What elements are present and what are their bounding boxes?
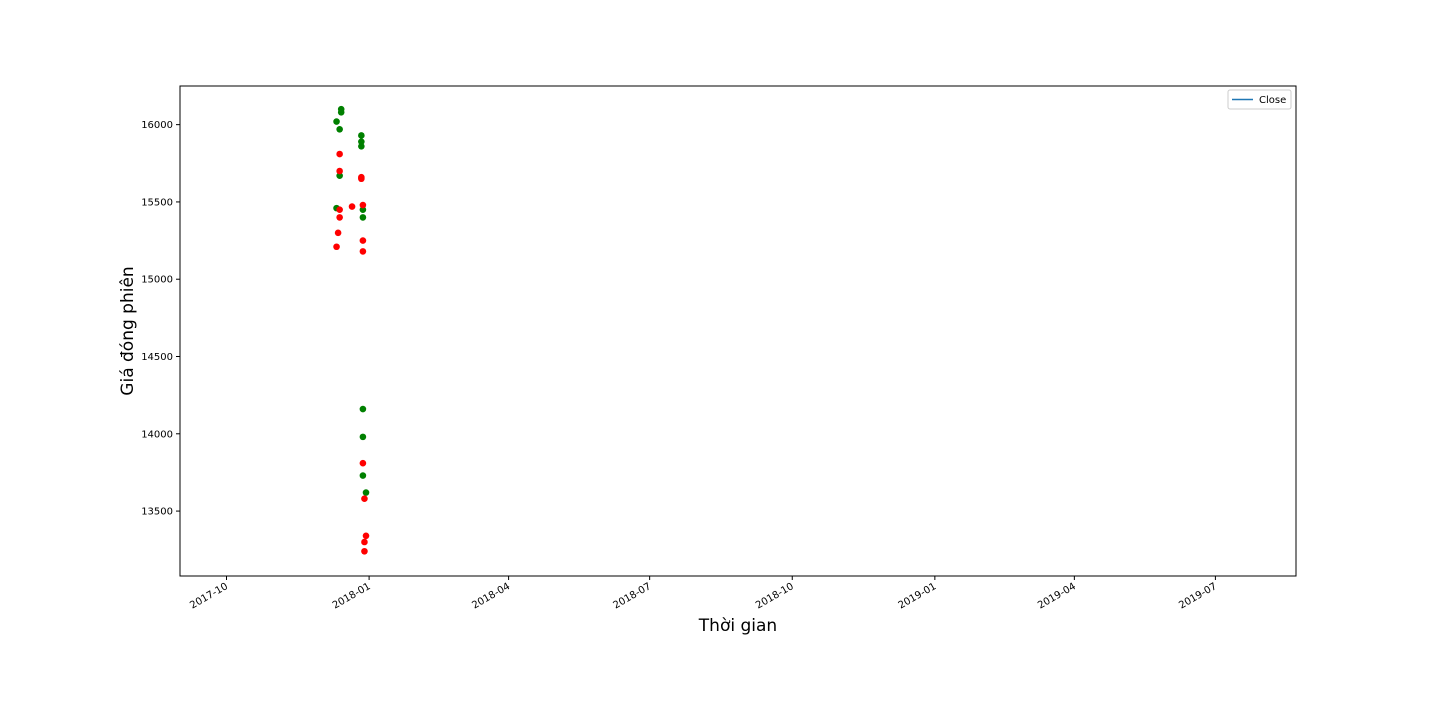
y-tick-label: 15000 — [141, 275, 173, 286]
red-point — [336, 214, 343, 221]
green-point — [359, 405, 367, 413]
green-point — [358, 142, 365, 150]
legend-box — [1227, 89, 1292, 110]
x-tick-label: 2018-01 — [331, 581, 373, 611]
x-tick-label: 2018-04 — [470, 581, 512, 611]
red-point — [362, 532, 370, 540]
green-point — [359, 433, 367, 441]
red-point — [336, 150, 343, 158]
red-point — [348, 203, 356, 210]
green-point — [362, 489, 370, 496]
green-point — [337, 105, 345, 113]
y-axis-ticks: 13500 14000 14500 15000 15500 16000 — [141, 120, 180, 518]
red-point — [361, 547, 368, 555]
x-tick-label: 2018-10 — [754, 581, 796, 611]
green-point — [358, 138, 365, 145]
red-point — [333, 243, 340, 251]
x-tick-label: 2017-10 — [188, 581, 230, 611]
red-point — [336, 206, 343, 213]
x-axis-label: Thời gian — [698, 616, 777, 636]
green-point — [358, 132, 365, 139]
red-point — [359, 237, 367, 244]
x-tick-label: 2019-01 — [897, 581, 939, 611]
red-point — [358, 175, 365, 183]
green-point — [336, 172, 343, 179]
x-tick-label: 2019-04 — [1036, 581, 1078, 611]
red-point — [361, 538, 368, 546]
red-point — [359, 201, 367, 209]
y-tick-label: 13500 — [141, 507, 173, 518]
red-point — [336, 167, 343, 175]
green-point — [333, 118, 340, 125]
green-point — [336, 125, 343, 133]
x-tick-label: 2019-07 — [1177, 581, 1219, 611]
y-tick-label: 14000 — [141, 429, 173, 440]
red-point — [361, 495, 368, 503]
scatter-points — [333, 105, 370, 555]
green-point — [359, 214, 367, 221]
red-point — [359, 248, 367, 255]
green-point — [359, 206, 367, 213]
x-axis-ticks: 2017-10 2018-01 2018-04 2018-07 2018-10 2019-… — [188, 576, 1219, 611]
green-point — [359, 472, 367, 479]
red-point — [359, 459, 367, 467]
plot-area — [179, 85, 1297, 577]
legend: Close — [1227, 89, 1292, 110]
legend-label-close: Close — [1259, 95, 1286, 106]
x-tick-label: 2018-07 — [611, 581, 653, 611]
y-tick-label: 14500 — [141, 352, 173, 363]
red-point — [334, 229, 342, 237]
y-axis-label: Giá đóng phiên — [118, 266, 138, 395]
y-tick-label: 16000 — [141, 120, 173, 131]
y-tick-label: 15500 — [141, 197, 173, 208]
